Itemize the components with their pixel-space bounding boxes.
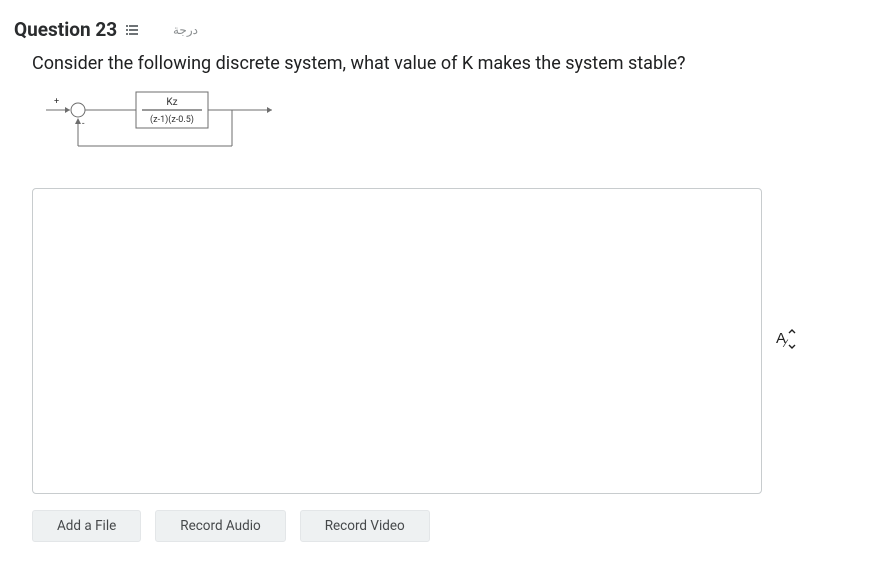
diagram-minus-label: - <box>82 119 85 129</box>
question-header: Question 23 ﺩﺭﺟﺔ <box>14 18 864 41</box>
attachment-button-row: Add a File Record Audio Record Video <box>32 510 864 542</box>
points-icon: ﺩﺭﺟﺔ <box>173 22 199 38</box>
question-prompt: Consider the following discrete system, … <box>32 53 864 74</box>
accessibility-checker-icon[interactable]: A ⁄ <box>776 328 798 354</box>
add-file-button[interactable]: Add a File <box>32 510 141 542</box>
svg-text:ﺩﺭﺟﺔ: ﺩﺭﺟﺔ <box>173 23 198 37</box>
answer-row: A ⁄ <box>32 188 864 494</box>
answer-textarea[interactable] <box>32 188 762 494</box>
options-icon[interactable] <box>125 23 139 37</box>
block-diagram: + Kz (z-1)(z-0.5) - <box>32 90 864 162</box>
record-video-button[interactable]: Record Video <box>300 510 430 542</box>
tf-denominator: (z-1)(z-0.5) <box>150 114 194 125</box>
tf-numerator: Kz <box>166 97 177 108</box>
record-audio-button[interactable]: Record Audio <box>155 510 285 542</box>
question-title: Question 23 <box>14 18 117 41</box>
diagram-plus-label: + <box>54 97 59 107</box>
